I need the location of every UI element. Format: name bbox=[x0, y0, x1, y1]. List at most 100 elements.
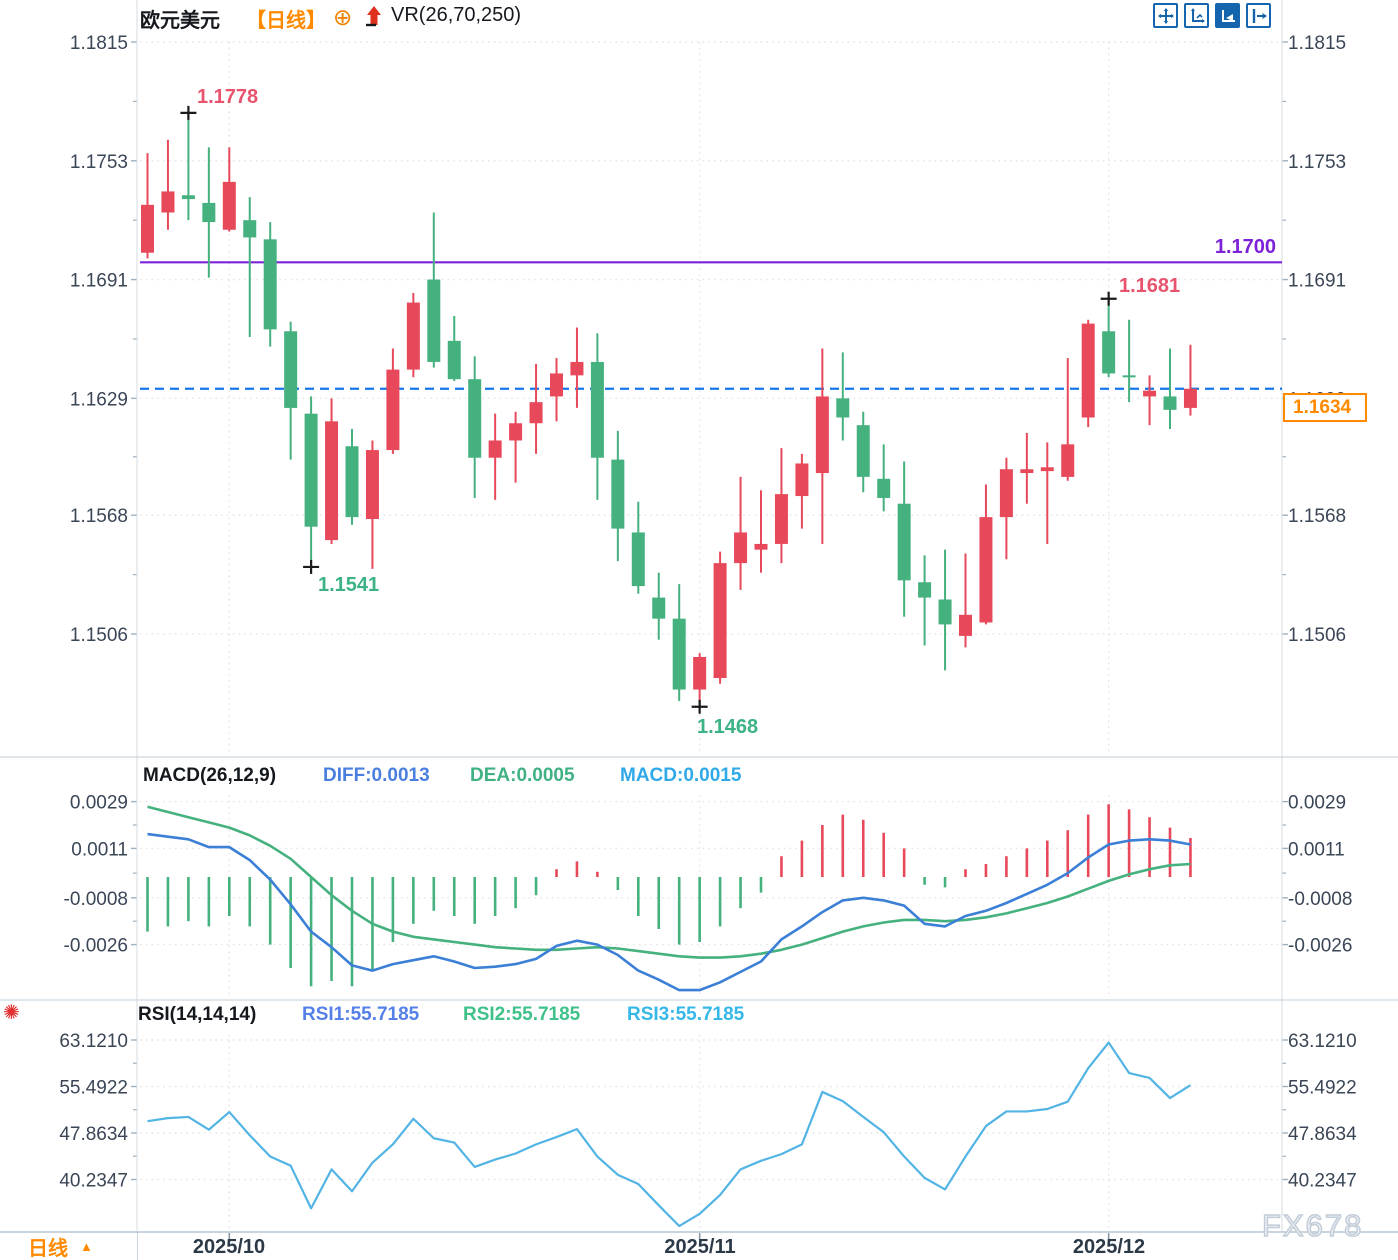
dea-line bbox=[147, 805, 1191, 959]
macd-dea-label: DEA:0.0005 bbox=[470, 765, 575, 786]
rsi-title: RSI(14,14,14) bbox=[138, 1004, 257, 1025]
candle-body bbox=[406, 302, 420, 370]
y-axis-label: -0.0008 bbox=[64, 889, 128, 910]
y-axis-label: 55.4922 bbox=[1288, 1078, 1357, 1099]
add-indicator-icon[interactable]: ⊕ bbox=[333, 4, 353, 30]
y-axis-label: -0.0008 bbox=[1288, 889, 1352, 910]
rsi2-label: RSI2:55.7185 bbox=[463, 1004, 581, 1025]
candle-body bbox=[938, 599, 952, 625]
pan-icon bbox=[1157, 7, 1174, 24]
rsi1-label: RSI1:55.7185 bbox=[302, 1004, 420, 1025]
candle-body bbox=[897, 503, 911, 581]
x-axis-label: 2025/12 bbox=[1072, 1236, 1146, 1258]
y-axis-label: -0.0026 bbox=[64, 936, 128, 957]
candle-body bbox=[284, 331, 298, 408]
candle-body bbox=[427, 279, 441, 362]
drawing-tool-button[interactable] bbox=[1215, 3, 1240, 28]
rsi3-label: RSI3:55.7185 bbox=[627, 1004, 745, 1025]
y-axis-label: 0.0011 bbox=[71, 839, 128, 860]
candle-body bbox=[1163, 396, 1177, 410]
candle-body bbox=[141, 204, 154, 253]
candle-body bbox=[1102, 331, 1116, 374]
candle-body bbox=[877, 478, 891, 498]
overlay-indicator-label: VR(26,70,250) bbox=[391, 4, 522, 26]
candle-body bbox=[468, 379, 482, 458]
candle-body bbox=[836, 398, 850, 418]
candle-body bbox=[734, 532, 748, 564]
current-price-tag: 1.1634 bbox=[1283, 393, 1367, 422]
y-axis-label: 0.0011 bbox=[1288, 839, 1345, 860]
buy-arrow-icon bbox=[362, 4, 386, 35]
y-axis-label: 63.1210 bbox=[59, 1031, 128, 1052]
candle-body bbox=[202, 202, 216, 223]
collapse-panel-icon bbox=[1252, 8, 1267, 23]
candle-body bbox=[1183, 388, 1197, 408]
candle-body bbox=[529, 402, 543, 424]
candle-body bbox=[1020, 469, 1034, 474]
y-axis-label: 0.0029 bbox=[70, 793, 128, 814]
candle-body bbox=[1061, 444, 1075, 477]
symbol-title: 欧元美元 bbox=[140, 10, 220, 32]
annotation-label: 1.1681 bbox=[1119, 275, 1181, 297]
candle-body bbox=[979, 517, 993, 623]
timeframe-badge: 【日线】 bbox=[246, 10, 326, 32]
candle-body bbox=[263, 239, 277, 330]
y-axis-label: 0.0029 bbox=[1288, 793, 1346, 814]
candle-body bbox=[590, 361, 604, 458]
candle-body bbox=[181, 195, 195, 200]
period-dropdown-icon: ▲ bbox=[80, 1239, 93, 1254]
indicator-settings-icon[interactable]: ✺ bbox=[3, 1002, 20, 1024]
diff-line bbox=[147, 832, 1191, 992]
candle-body bbox=[652, 597, 666, 619]
y-axis-label: 1.1691 bbox=[1288, 271, 1346, 292]
y-axis-label: 55.4922 bbox=[59, 1078, 128, 1099]
candle-body bbox=[570, 361, 584, 376]
candle-body bbox=[672, 618, 686, 690]
y-axis-label: 63.1210 bbox=[1288, 1031, 1357, 1052]
x-axis-label: 2025/11 bbox=[664, 1236, 736, 1258]
macd-title: MACD(26,12,9) bbox=[143, 765, 277, 786]
period-label: 日线 bbox=[28, 1238, 68, 1260]
candle-body bbox=[304, 413, 318, 527]
candle-body bbox=[365, 450, 379, 520]
drawing-tool-icon bbox=[1221, 9, 1235, 22]
candle-body bbox=[386, 369, 400, 451]
candle-body bbox=[856, 425, 870, 477]
candle-body bbox=[999, 469, 1013, 518]
candle-body bbox=[693, 656, 707, 690]
support-line-label: 1.1700 bbox=[1214, 236, 1276, 258]
candle-body bbox=[611, 459, 625, 529]
collapse-panel-button[interactable] bbox=[1246, 3, 1271, 28]
annotation-label: 1.1541 bbox=[318, 574, 380, 596]
y-axis-label: 47.8634 bbox=[59, 1124, 128, 1145]
axis-scale-icon bbox=[1190, 7, 1205, 23]
candle-body bbox=[1040, 467, 1054, 472]
y-axis-label: 1.1753 bbox=[1288, 152, 1346, 173]
candle-body bbox=[222, 181, 236, 230]
y-axis-label: 1.1691 bbox=[70, 271, 128, 292]
y-axis-label: 1.1506 bbox=[1288, 625, 1346, 646]
candle-body bbox=[161, 191, 175, 213]
x-axis-label: 2025/10 bbox=[192, 1236, 266, 1258]
y-axis-label: 1.1629 bbox=[70, 389, 128, 410]
candle-body bbox=[631, 532, 645, 587]
y-axis-label: 1.1753 bbox=[70, 152, 128, 173]
rsi-line bbox=[147, 1041, 1192, 1228]
candle-body bbox=[1081, 323, 1095, 418]
watermark: FX678 bbox=[1261, 1207, 1364, 1244]
annotation-label: 1.1468 bbox=[697, 716, 759, 738]
candle-body bbox=[918, 582, 932, 598]
candle-body bbox=[959, 614, 972, 636]
axis-scale-button[interactable] bbox=[1184, 3, 1209, 28]
macd-value-label: MACD:0.0015 bbox=[620, 765, 742, 786]
candle-body bbox=[1143, 390, 1157, 397]
pan-tool-button[interactable] bbox=[1153, 3, 1178, 28]
candle-body bbox=[243, 220, 257, 238]
candle-body bbox=[488, 440, 502, 458]
annotation-label: 1.1778 bbox=[197, 86, 259, 108]
macd-diff-label: DIFF:0.0013 bbox=[323, 765, 430, 786]
period-selector[interactable]: 日线 ▲ bbox=[0, 1233, 137, 1260]
y-axis-label: 1.1568 bbox=[1288, 506, 1346, 527]
y-axis-label: 1.1506 bbox=[70, 625, 128, 646]
